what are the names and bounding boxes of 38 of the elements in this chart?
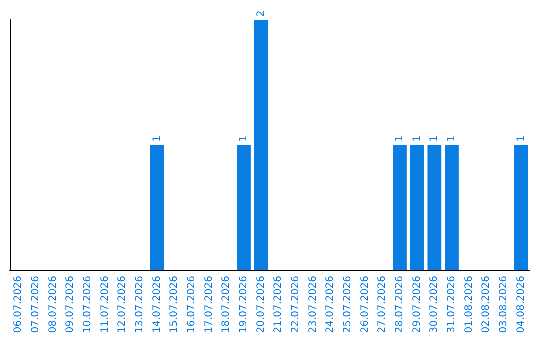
- x-tick-label: 23.07.2026: [308, 276, 319, 334]
- data-label: 1: [152, 136, 163, 142]
- x-tick-label: 16.07.2026: [186, 276, 198, 334]
- x-tick-label: 08.07.2026: [48, 276, 59, 334]
- x-tick-label: 14.07.2026: [152, 276, 163, 334]
- data-label: 2: [256, 10, 267, 17]
- x-tick-label: 06.07.2026: [13, 276, 24, 334]
- x-tick-label: 01.08.2026: [464, 276, 475, 334]
- x-tick-label: 10.07.2026: [82, 276, 94, 334]
- x-tick-label: 22.07.2026: [290, 276, 302, 334]
- data-label: 1: [429, 136, 440, 142]
- x-tick-label: 31.07.2026: [446, 276, 458, 334]
- data-label: 1: [412, 136, 423, 142]
- x-tick-label: 04.08.2026: [516, 276, 527, 334]
- x-tick-label: 28.07.2026: [394, 276, 406, 334]
- x-tick-label: 19.07.2026: [238, 276, 250, 334]
- x-tick-label: 26.07.2026: [360, 276, 371, 334]
- x-tick-label: 27.07.2026: [377, 276, 388, 334]
- x-tick-label: 20.07.2026: [256, 276, 267, 334]
- x-tick-label: 11.07.2026: [100, 276, 111, 334]
- data-label: 1: [238, 136, 250, 142]
- data-label: 1: [516, 136, 527, 142]
- x-tick-label: 07.07.2026: [30, 276, 42, 334]
- x-tick-label: 17.07.2026: [204, 276, 215, 334]
- x-tick-label: 30.07.2026: [429, 276, 440, 334]
- x-tick-label: 09.07.2026: [65, 276, 76, 334]
- x-tick-label: 15.07.2026: [169, 276, 180, 334]
- data-label: 1: [446, 136, 458, 142]
- x-tick-label: 18.07.2026: [221, 276, 232, 334]
- x-tick-label: 13.07.2026: [134, 276, 146, 334]
- data-label: 1: [394, 136, 406, 142]
- x-tick-label: 12.07.2026: [117, 276, 128, 334]
- x-tick-label: 29.07.2026: [412, 276, 423, 334]
- x-tick-label: 02.08.2026: [481, 276, 492, 334]
- x-tick-label: 03.08.2026: [498, 276, 510, 334]
- x-tick-label: 24.07.2026: [325, 276, 336, 334]
- x-tick-label: 21.07.2026: [273, 276, 284, 334]
- x-tick-label: 25.07.2026: [342, 276, 354, 334]
